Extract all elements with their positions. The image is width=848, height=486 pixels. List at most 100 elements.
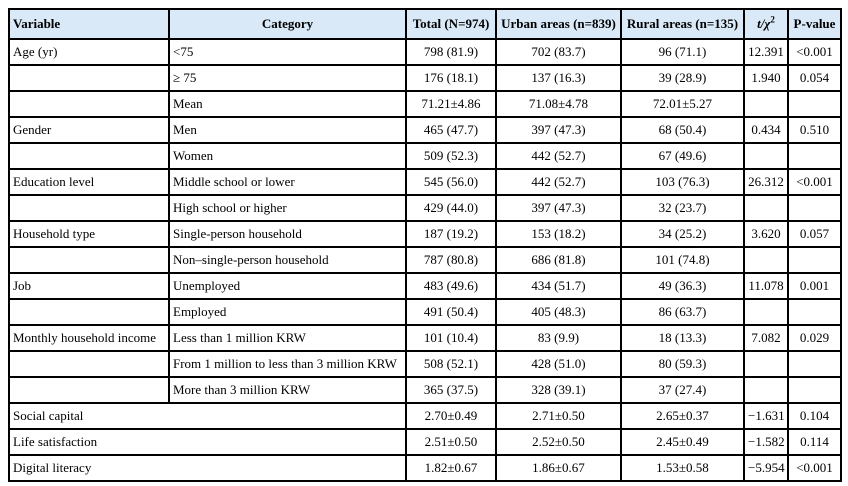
- cell-rural: 72.01±5.27: [620, 90, 745, 118]
- cell-total: 365 (37.5): [405, 376, 497, 404]
- column-header-total: Total (N=974): [405, 8, 497, 40]
- table-row: More than 3 million KRW 365 (37.5) 328 (…: [8, 376, 842, 404]
- cell-urban: 428 (51.0): [495, 350, 622, 378]
- cell-category: Men: [168, 116, 407, 144]
- cell-urban: 702 (83.7): [495, 38, 622, 66]
- cell-variable: [8, 376, 170, 404]
- cell-rural: 18 (13.3): [620, 324, 745, 352]
- cell-rural: 96 (71.1): [620, 38, 745, 66]
- cell-rural: 86 (63.7): [620, 298, 745, 326]
- cell-category: Less than 1 million KRW: [168, 324, 407, 352]
- cell-category: Employed: [168, 298, 407, 326]
- cell-urban: 2.71±0.50: [495, 402, 622, 430]
- cell-variable: Job: [8, 272, 170, 300]
- table-row: Social capital 2.70±0.49 2.71±0.50 2.65±…: [8, 402, 842, 430]
- cell-rural: 67 (49.6): [620, 142, 745, 170]
- cell-total: 176 (18.1): [405, 64, 497, 92]
- cell-stat: 0.434: [743, 116, 789, 144]
- table-row: Gender Men 465 (47.7) 397 (47.3) 68 (50.…: [8, 116, 842, 144]
- cell-total: 491 (50.4): [405, 298, 497, 326]
- cell-urban: 83 (9.9): [495, 324, 622, 352]
- cell-variable: [8, 298, 170, 326]
- table-row: Employed 491 (50.4) 405 (48.3) 86 (63.7): [8, 298, 842, 326]
- cell-total: 429 (44.0): [405, 194, 497, 222]
- cell-category: ≥ 75: [168, 64, 407, 92]
- cell-category: Women: [168, 142, 407, 170]
- cell-pvalue: 0.114: [787, 428, 842, 456]
- cell-variable-merged: Digital literacy: [8, 454, 407, 482]
- table-row: Household type Single-person household 1…: [8, 220, 842, 248]
- cell-urban: 442 (52.7): [495, 142, 622, 170]
- cell-pvalue: [787, 90, 842, 118]
- cell-stat: −1.582: [743, 428, 789, 456]
- cell-variable: [8, 246, 170, 274]
- cell-total: 509 (52.3): [405, 142, 497, 170]
- cell-rural: 39 (28.9): [620, 64, 745, 92]
- cell-stat: 3.620: [743, 220, 789, 248]
- cell-total: 483 (49.6): [405, 272, 497, 300]
- cell-rural: 49 (36.3): [620, 272, 745, 300]
- cell-rural: 37 (27.4): [620, 376, 745, 404]
- table-row: From 1 million to less than 3 million KR…: [8, 350, 842, 378]
- cell-variable: [8, 142, 170, 170]
- cell-pvalue: 0.054: [787, 64, 842, 92]
- cell-pvalue: 0.057: [787, 220, 842, 248]
- table-row: Women 509 (52.3) 442 (52.7) 67 (49.6): [8, 142, 842, 170]
- cell-urban: 71.08±4.78: [495, 90, 622, 118]
- column-header-category: Category: [168, 8, 407, 40]
- cell-category: Middle school or lower: [168, 168, 407, 196]
- cell-urban: 397 (47.3): [495, 116, 622, 144]
- cell-variable: Household type: [8, 220, 170, 248]
- cell-pvalue: [787, 246, 842, 274]
- statistic-superscript: 2: [770, 14, 775, 25]
- cell-category: <75: [168, 38, 407, 66]
- cell-pvalue: <0.001: [787, 168, 842, 196]
- cell-pvalue: 0.510: [787, 116, 842, 144]
- cell-stat: 11.078: [743, 272, 789, 300]
- cell-total: 508 (52.1): [405, 350, 497, 378]
- cell-total: 101 (10.4): [405, 324, 497, 352]
- cell-stat: [743, 142, 789, 170]
- cell-total: 1.82±0.67: [405, 454, 497, 482]
- header-row: Variable Category Total (N=974) Urban ar…: [8, 8, 842, 40]
- cell-urban: 2.52±0.50: [495, 428, 622, 456]
- cell-variable-merged: Social capital: [8, 402, 407, 430]
- table-row: Age (yr) <75 798 (81.9) 702 (83.7) 96 (7…: [8, 38, 842, 66]
- table-row: ≥ 75 176 (18.1) 137 (16.3) 39 (28.9) 1.9…: [8, 64, 842, 92]
- cell-urban: 442 (52.7): [495, 168, 622, 196]
- column-header-pvalue: P-value: [787, 8, 842, 40]
- table-row: High school or higher 429 (44.0) 397 (47…: [8, 194, 842, 222]
- cell-category: High school or higher: [168, 194, 407, 222]
- cell-total: 71.21±4.86: [405, 90, 497, 118]
- column-header-variable: Variable: [8, 8, 170, 40]
- cell-pvalue: 0.104: [787, 402, 842, 430]
- cell-rural: 103 (76.3): [620, 168, 745, 196]
- cell-pvalue: [787, 194, 842, 222]
- cell-stat: 12.391: [743, 38, 789, 66]
- cell-category: Mean: [168, 90, 407, 118]
- cell-pvalue: [787, 142, 842, 170]
- cell-total: 465 (47.7): [405, 116, 497, 144]
- cell-category: Unemployed: [168, 272, 407, 300]
- cell-pvalue: 0.001: [787, 272, 842, 300]
- cell-variable: Age (yr): [8, 38, 170, 66]
- cell-total: 545 (56.0): [405, 168, 497, 196]
- cell-total: 787 (80.8): [405, 246, 497, 274]
- table-row: Digital literacy 1.82±0.67 1.86±0.67 1.5…: [8, 454, 842, 482]
- column-header-rural: Rural areas (n=135): [620, 8, 745, 40]
- cell-rural: 2.65±0.37: [620, 402, 745, 430]
- cell-pvalue: [787, 376, 842, 404]
- cell-variable: Gender: [8, 116, 170, 144]
- cell-rural: 32 (23.7): [620, 194, 745, 222]
- cell-stat: [743, 376, 789, 404]
- table-row: Education level Middle school or lower 5…: [8, 168, 842, 196]
- cell-total: 187 (19.2): [405, 220, 497, 248]
- statistic-symbol: t/χ: [757, 16, 771, 31]
- cell-variable: [8, 350, 170, 378]
- cell-stat: −1.631: [743, 402, 789, 430]
- cell-rural: 101 (74.8): [620, 246, 745, 274]
- column-header-statistic: t/χ2: [743, 8, 789, 40]
- cell-urban: 686 (81.8): [495, 246, 622, 274]
- cell-pvalue: <0.001: [787, 38, 842, 66]
- cell-stat: [743, 298, 789, 326]
